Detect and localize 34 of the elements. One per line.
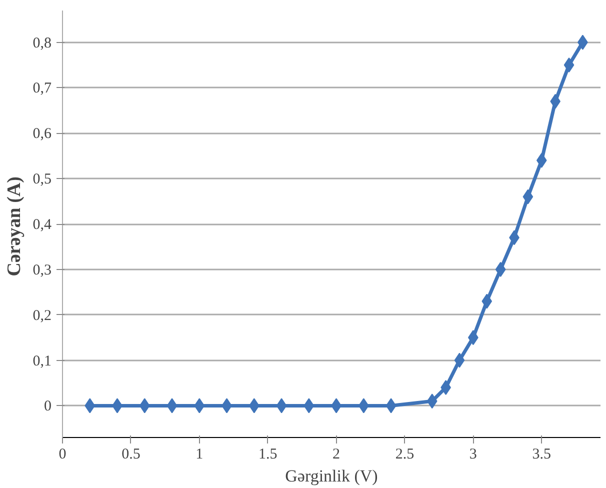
point	[482, 294, 492, 309]
y-tick-label: 0,8	[32, 35, 52, 52]
x-tick-label: 0.5	[122, 446, 140, 462]
point	[564, 58, 574, 73]
point	[276, 398, 287, 414]
x-tick-label: 1	[196, 446, 204, 462]
point	[386, 398, 396, 414]
point	[84, 398, 96, 414]
y-tick-label: 0,3	[32, 262, 52, 278]
y-tick-label: 0,4	[32, 217, 52, 233]
point	[495, 262, 506, 277]
x-tick-label: 0	[58, 446, 66, 462]
point	[139, 398, 150, 414]
x-tick-label: 2	[332, 446, 340, 462]
x-tick-label: 3	[469, 446, 477, 462]
x-tick-label: 3.5	[532, 446, 552, 462]
point	[426, 394, 438, 409]
point	[166, 398, 178, 414]
point	[248, 398, 260, 414]
x-tick-label: 1.5	[258, 446, 278, 462]
x-tick-label: 2.5	[395, 446, 414, 462]
y-axis-title: Cərəyan (A)	[4, 176, 25, 276]
point	[304, 398, 314, 414]
point	[522, 189, 534, 204]
point	[194, 398, 205, 414]
y-tick-label: 0,5	[32, 172, 52, 188]
y-tick-label: 0,2	[32, 308, 52, 324]
y-tick-label: 0,1	[32, 353, 52, 370]
y-tick-label: 0	[44, 398, 52, 415]
point	[454, 352, 465, 368]
x-axis-title: Gərginlik (V)	[285, 466, 378, 486]
y-tick-label: 0,7	[32, 80, 52, 97]
y-tick-label: 0,6	[32, 126, 52, 142]
point	[536, 152, 547, 168]
